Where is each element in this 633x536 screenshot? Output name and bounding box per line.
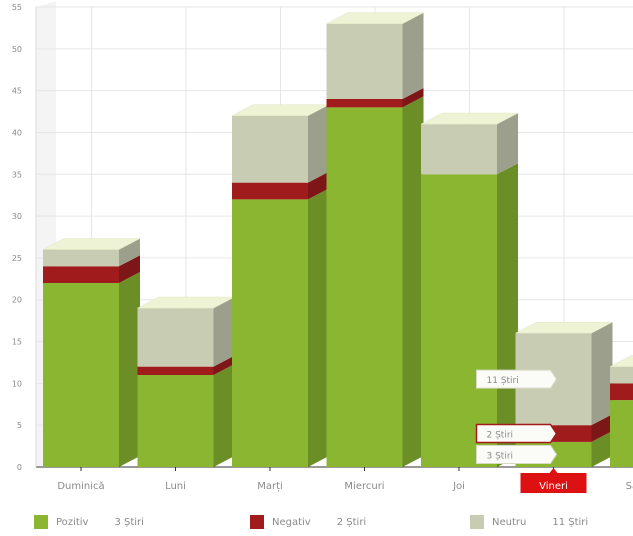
y-tick-label: 25 bbox=[12, 254, 22, 263]
y-tick-label: 0 bbox=[17, 463, 22, 472]
bar-stack-duminică bbox=[42, 238, 141, 467]
bars-layer bbox=[42, 12, 633, 468]
legend-swatch-neutru bbox=[470, 515, 484, 529]
bar-side-neutru bbox=[402, 12, 424, 100]
legend-count: 2 Știri bbox=[336, 516, 367, 528]
bar-side-negativ bbox=[213, 355, 235, 375]
bar-stack-miercuri bbox=[326, 12, 424, 467]
tooltip-neutru: 11 Știri bbox=[476, 369, 558, 389]
tooltip-box bbox=[476, 444, 558, 464]
x-tick-label: Vineri bbox=[539, 481, 568, 492]
bar-top-neutru bbox=[420, 112, 519, 125]
bar-top-neutru bbox=[42, 238, 141, 250]
y-tick-label: 10 bbox=[12, 379, 22, 388]
tooltip-layer: 11 Știri 2 Știri 3 Știri bbox=[475, 369, 558, 464]
bar-side-pozitiv bbox=[119, 272, 140, 467]
bar-side-neutru bbox=[213, 297, 235, 367]
y-tick-label: 35 bbox=[12, 170, 22, 179]
bar-neutru bbox=[421, 124, 497, 175]
bar-side-pozitiv bbox=[497, 163, 518, 468]
bar-side-neutru bbox=[591, 322, 613, 426]
y-tick-label: 50 bbox=[12, 45, 22, 54]
x-tick-label: Joi bbox=[452, 481, 465, 492]
bar-top-neutru bbox=[609, 355, 633, 367]
x-label-highlight bbox=[520, 473, 587, 493]
y-tick-label: 55 bbox=[12, 3, 22, 12]
x-label-highlight-pointer bbox=[549, 468, 558, 473]
bar-pozitiv bbox=[232, 199, 308, 467]
bar-side-pozitiv bbox=[402, 96, 424, 467]
x-tick-label: Miercuri bbox=[344, 481, 384, 492]
bar-stack-marți bbox=[231, 104, 330, 467]
bar-stack-sâmbătă bbox=[609, 355, 633, 467]
bar-neutru bbox=[137, 308, 214, 367]
bar-neutru bbox=[610, 366, 633, 384]
x-axis-labels: Duminică Luni Marți Miercuri Joi Vineri Sâmbăt… bbox=[57, 468, 633, 493]
y-tick-label: 30 bbox=[12, 212, 22, 221]
bar-stack-luni bbox=[137, 296, 235, 467]
legend-item-negativ[interactable]: Negativ 2 Știri bbox=[250, 514, 366, 530]
bar-negativ bbox=[326, 99, 403, 108]
bar-pozitiv bbox=[137, 375, 214, 467]
bar-pozitiv bbox=[326, 107, 403, 467]
tooltip-text: 3 Știri bbox=[487, 451, 514, 461]
legend-label: Negativ bbox=[272, 516, 311, 528]
bar-side-negativ bbox=[119, 255, 140, 283]
x-tick-label: Duminică bbox=[57, 481, 104, 492]
y-tick-label: 5 bbox=[17, 421, 22, 430]
tooltip-pozitiv: 3 Știri bbox=[476, 444, 558, 464]
legend-label: Pozitiv bbox=[56, 516, 89, 528]
tooltip-text: 11 Știri bbox=[487, 376, 519, 386]
bar-negativ bbox=[610, 383, 633, 401]
bar-top-neutru bbox=[326, 12, 424, 24]
bar-side-neutru bbox=[119, 238, 140, 267]
legend-swatch-negativ bbox=[250, 515, 264, 529]
bar-side-neutru bbox=[308, 104, 329, 183]
bar-side-pozitiv bbox=[308, 188, 329, 467]
bar-top-neutru bbox=[515, 321, 613, 334]
bar-pozitiv bbox=[43, 283, 119, 467]
tooltip-negativ: 2 Știri bbox=[475, 423, 558, 444]
legend-swatch-pozitiv bbox=[34, 515, 48, 529]
y-tick-label: 15 bbox=[12, 338, 22, 347]
legend-count: 11 Știri bbox=[552, 516, 589, 528]
x-tick-label: Luni bbox=[165, 481, 186, 492]
legend-item-pozitiv[interactable]: Pozitiv 3 Știri bbox=[34, 514, 144, 530]
x-tick-label: Marți bbox=[257, 481, 283, 492]
y-tick-label: 45 bbox=[12, 87, 22, 96]
bar-stack-joi bbox=[420, 112, 519, 468]
legend-label: Neutru bbox=[492, 516, 527, 528]
y-tick-label: 20 bbox=[12, 296, 22, 305]
bar-side-negativ bbox=[402, 88, 424, 108]
bar-side-negativ bbox=[591, 414, 613, 442]
legend-item-neutru[interactable]: Neutru 11 Știri bbox=[470, 514, 588, 530]
bar-negativ bbox=[232, 182, 308, 200]
bar-side-neutru bbox=[497, 113, 518, 175]
bar-negativ bbox=[137, 366, 214, 375]
legend: Pozitiv 3 Știri Negativ 2 Știri Neutru 1… bbox=[0, 510, 633, 534]
bar-neutru bbox=[232, 115, 308, 183]
y-tick-label: 40 bbox=[12, 128, 22, 137]
tooltip-text: 2 Știri bbox=[487, 431, 514, 441]
bar-side-negativ bbox=[308, 171, 329, 200]
tooltip-box bbox=[475, 423, 558, 444]
legend-count: 3 Știri bbox=[114, 516, 144, 528]
bar-side-pozitiv bbox=[591, 430, 613, 467]
bar-neutru bbox=[326, 23, 403, 99]
bar-pozitiv bbox=[421, 174, 497, 468]
bar-neutru bbox=[43, 249, 119, 267]
bar-pozitiv bbox=[610, 400, 633, 467]
bar-side-pozitiv bbox=[213, 364, 235, 467]
x-tick-label: Sâmbătă bbox=[626, 480, 633, 492]
bar-negativ bbox=[43, 266, 119, 283]
tooltip-box bbox=[476, 369, 558, 389]
